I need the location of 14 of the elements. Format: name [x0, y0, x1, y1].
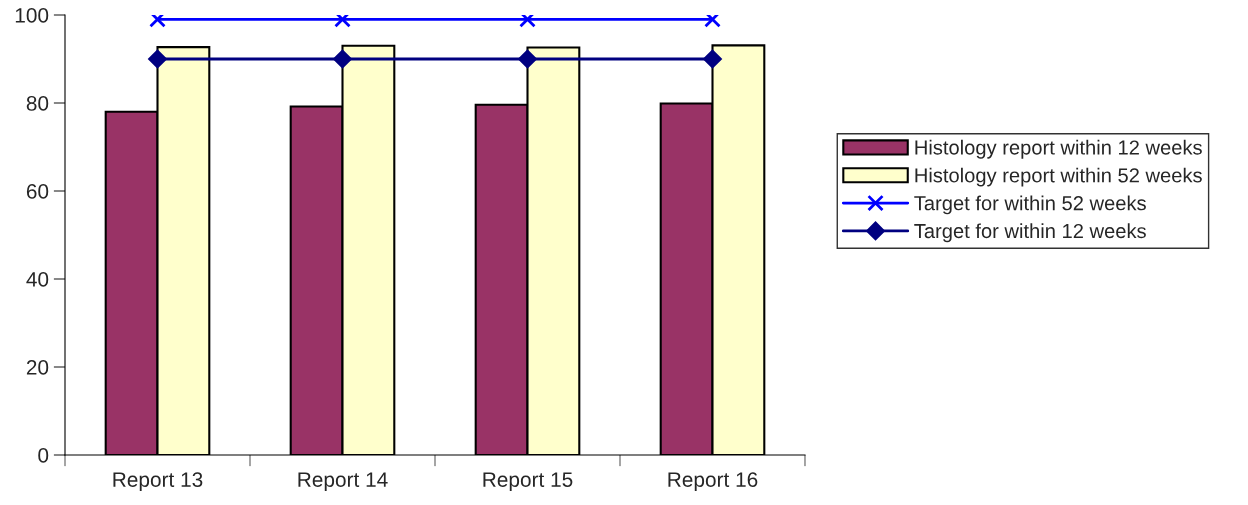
- x-tick-label: Report 16: [668, 472, 758, 492]
- legend-label: Histology report within 12 weeks: [915, 139, 1202, 159]
- y-tick-label: 40: [26, 272, 49, 287]
- y-tick-label: 100: [15, 8, 49, 23]
- y-tick-label: 20: [26, 360, 49, 375]
- y-tick-label: 0: [38, 448, 49, 463]
- legend-label: Target for within 12 weeks: [914, 223, 1146, 243]
- x-tick-label: Report 15: [483, 472, 573, 492]
- x-tick-label: Report 13: [113, 472, 203, 492]
- y-tick-label: 80: [26, 96, 49, 111]
- legend-label: Target for within 52 weeks: [914, 195, 1146, 215]
- y-tick-label: 60: [26, 184, 49, 199]
- x-tick-label: Report 14: [298, 472, 388, 492]
- legend-label: Histology report within 52 weeks: [915, 167, 1202, 187]
